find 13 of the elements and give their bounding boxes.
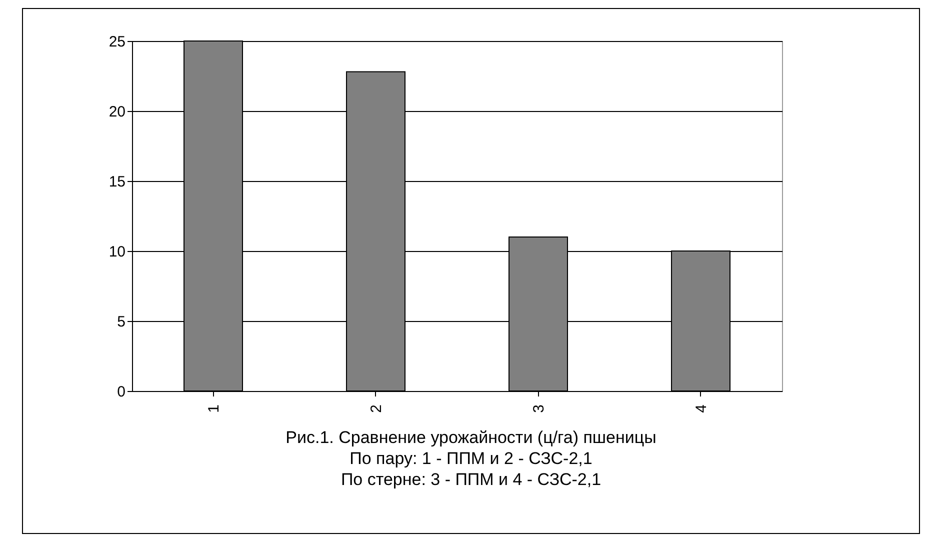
text: Рис.1. Сравнение урожайности (ц/га) пшеницы [284,427,658,448]
y-tick-label: 25 [108,34,126,50]
y-tick-label: 5 [117,314,126,330]
x-tick-label: 2 [368,404,385,413]
y-tick-label: 15 [108,174,126,190]
x-tick-label: 1 [205,404,222,413]
y-tick-label: 10 [108,244,126,260]
text: По пару: 1 - ППМ и 2 - СЗС-2,1 [348,448,594,469]
y-tick-label: 20 [108,104,126,120]
x-tick-label: 3 [530,404,548,413]
x-tick-label: 4 [692,404,710,413]
text: По стерне: 3 - ППМ и 4 - СЗС-2,1 [340,469,602,490]
y-tick-label: 0 [117,384,126,400]
